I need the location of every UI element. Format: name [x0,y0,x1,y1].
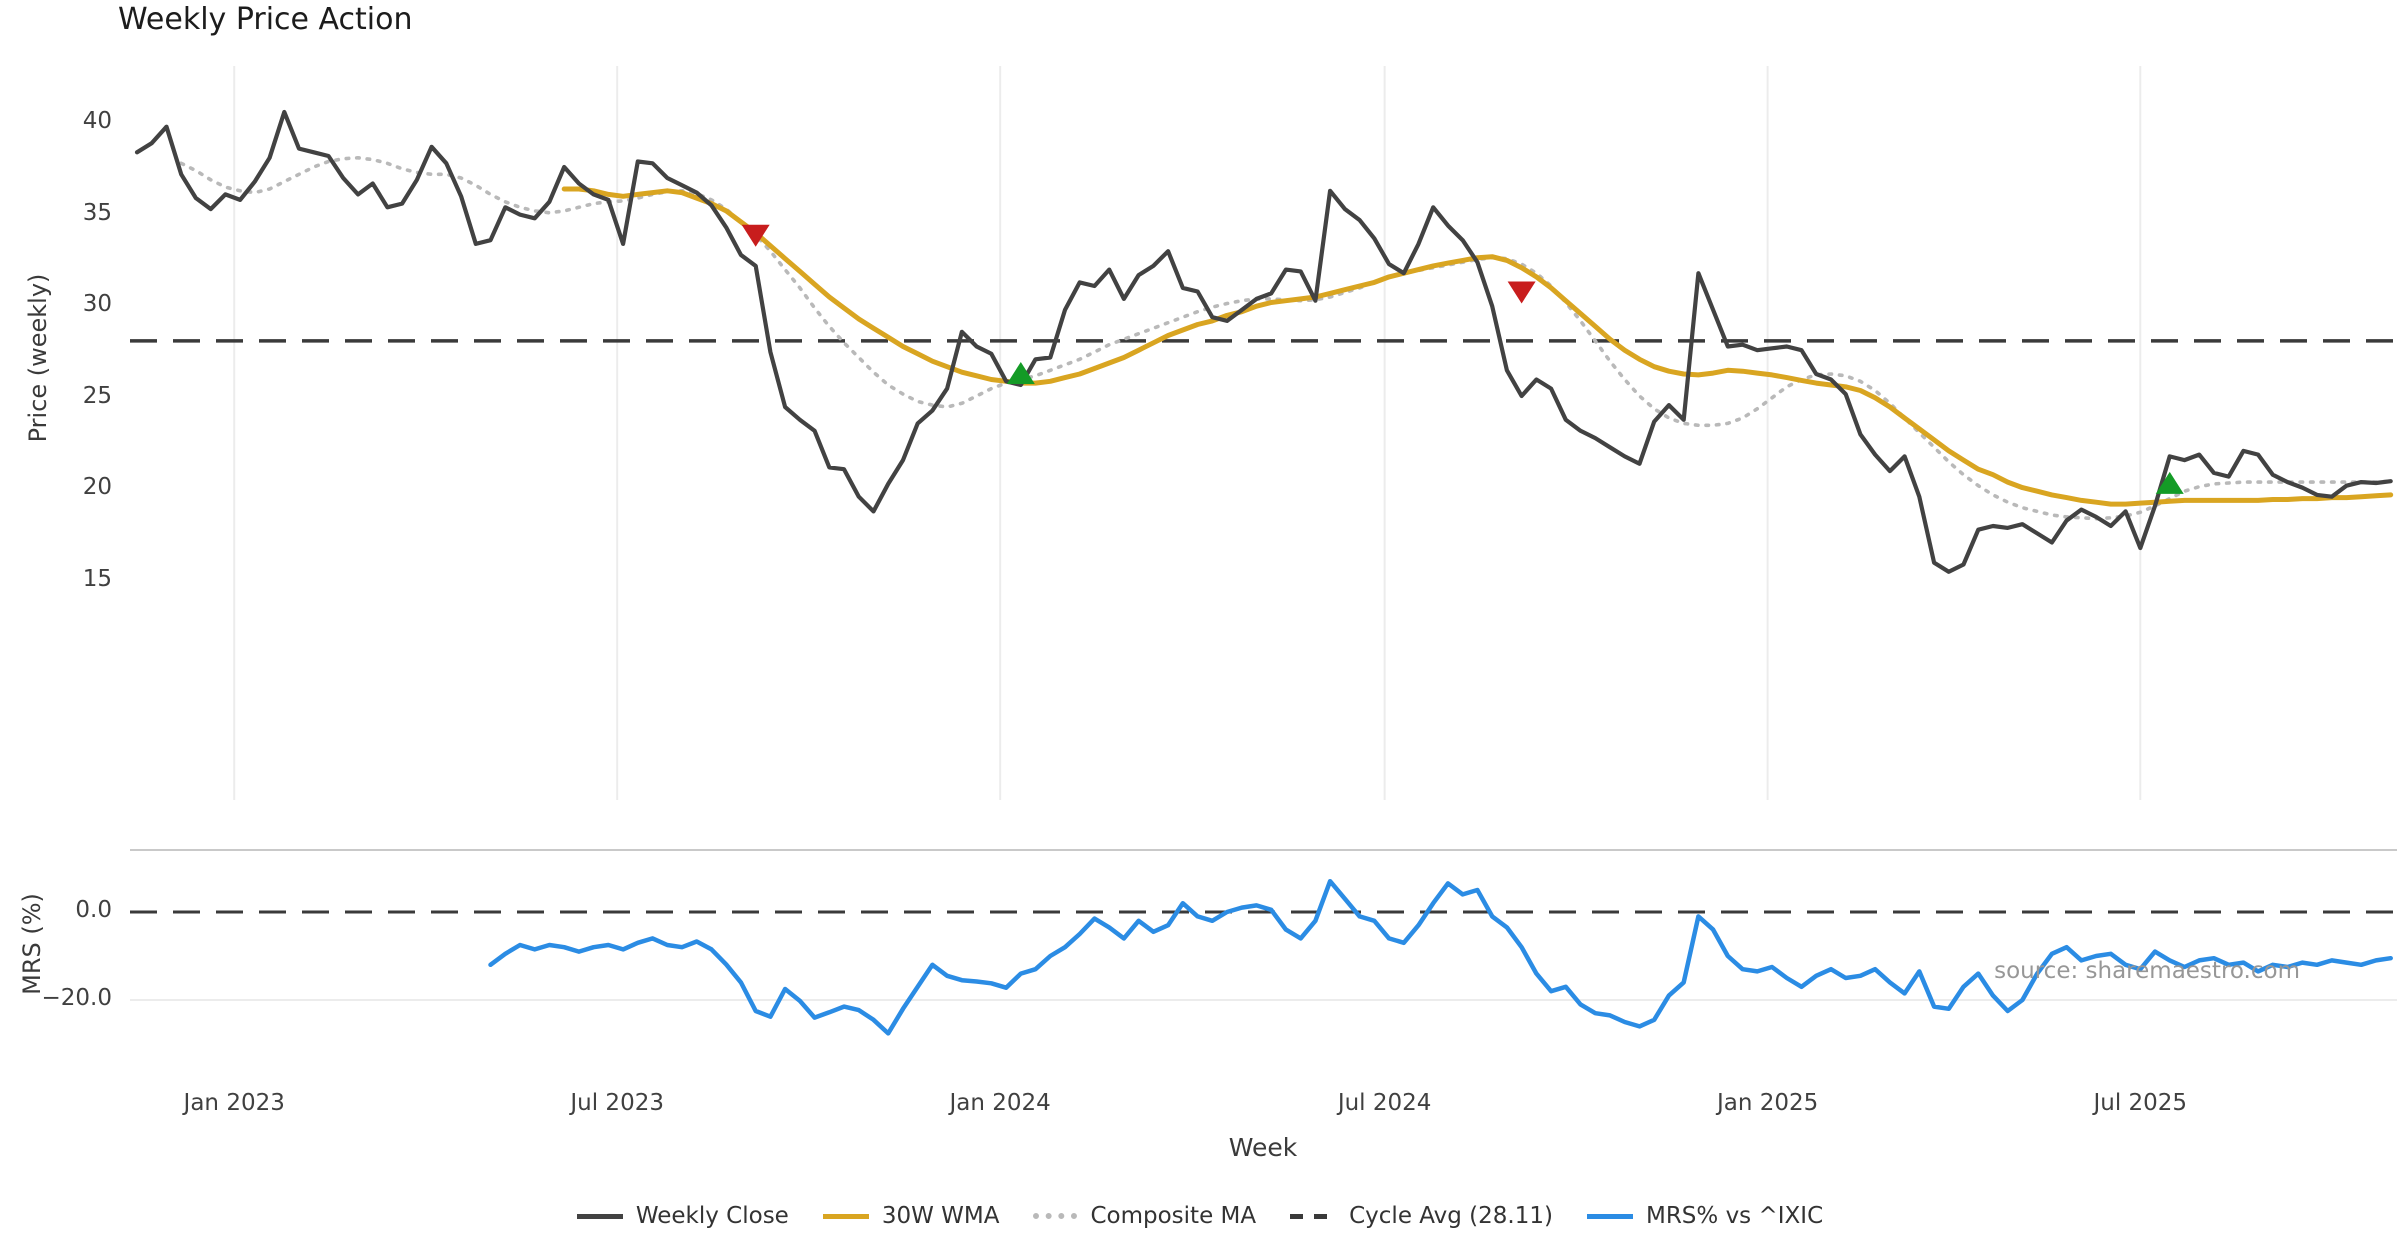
legend-label: 30W WMA [881,1203,1000,1229]
wma-30w-line [561,186,2394,507]
legend-label: Cycle Avg (28.11) [1349,1203,1553,1229]
price-axis-label: Price (weekly) [24,273,52,443]
mrs-ytick-0: 0.0 [75,897,112,923]
xtick-jul-2024: Jul 2024 [1337,1090,1432,1116]
legend: Weekly Close 30W WMA Composite MA Cycle Avg… [0,1203,2400,1229]
buy-marker-2 [2155,471,2184,494]
dotted-line-swatch-icon [1033,1213,1078,1219]
page-title: Weekly Price Action [118,2,413,37]
price-ytick-35: 35 [82,199,112,226]
solid-line-swatch-icon [822,1213,869,1219]
price-ytick-30: 30 [82,291,112,318]
price-ytick-15: 15 [82,566,112,592]
solid-line-swatch-icon [1586,1213,1633,1219]
legend-item-30w-wma: 30W WMA [822,1203,1000,1229]
mrs-ytick--20: −20.0 [41,985,112,1011]
legend-item-weekly-close: Weekly Close [576,1203,789,1229]
weekly-close-line [134,109,2393,574]
price-ytick-20: 20 [82,474,112,501]
source-note: source: sharemaestro.com [1994,958,2300,984]
x-axis-label: Week [1228,1133,1298,1162]
price-ytick-40: 40 [82,108,112,134]
sell-marker-1 [741,224,770,247]
xtick-jan-2024: Jan 2024 [949,1090,1051,1116]
sell-marker-2 [1507,281,1536,304]
legend-item-composite-ma: Composite MA [1033,1203,1256,1229]
legend-label: Weekly Close [635,1203,789,1229]
solid-line-swatch-icon [576,1213,623,1219]
price-ytick-25: 25 [82,382,112,409]
legend-item-cycle-avg-28-11-: Cycle Avg (28.11) [1290,1203,1553,1229]
xtick-jan-2025: Jan 2025 [1716,1090,1819,1116]
dashed-line-swatch-icon [1290,1213,1337,1219]
buy-marker-1 [1006,361,1035,384]
xtick-jan-2023: Jan 2023 [183,1090,285,1116]
legend-label: Composite MA [1090,1203,1257,1229]
mrs-line [488,878,2393,1036]
xtick-jul-2025: Jul 2025 [2093,1090,2188,1116]
legend-item-mrs-vs-ixic: MRS% vs ^IXIC [1586,1203,1824,1229]
composite-ma-line [179,156,2393,521]
xtick-jul-2023: Jul 2023 [570,1090,664,1116]
legend-label: MRS% vs ^IXIC [1645,1203,1824,1229]
